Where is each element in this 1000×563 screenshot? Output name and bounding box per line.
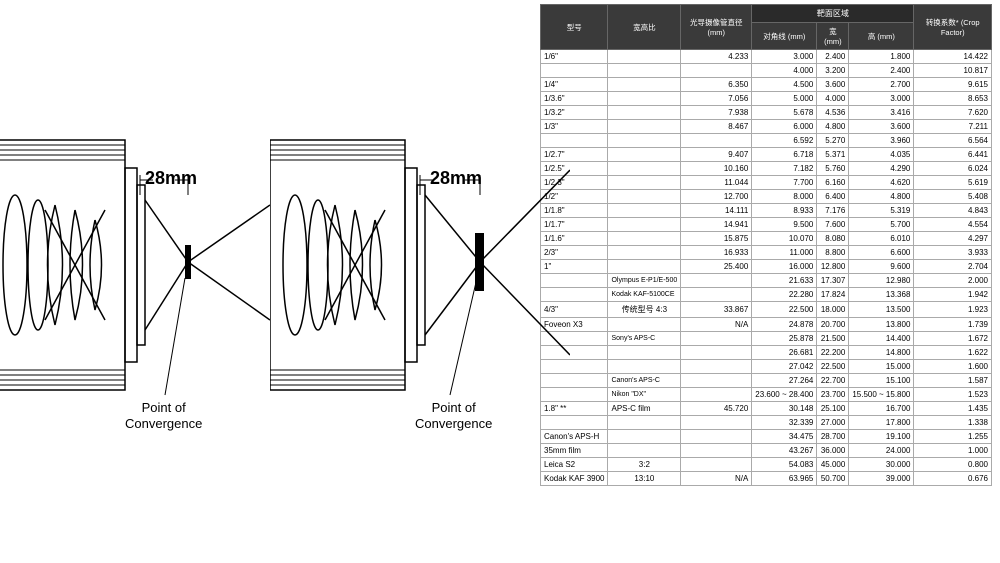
table-row: 1/1.6"15.87510.0708.0806.0104.297 <box>541 232 992 246</box>
lens-diagram-right: 28mm Point of Convergence <box>270 90 550 470</box>
table-row: Olympus E-P1/E-50021.63317.30712.9802.00… <box>541 274 992 288</box>
table-row: 1/1.7"14.9419.5007.6005.7004.554 <box>541 218 992 232</box>
table-row: Nikon "DX"23.600 ~ 28.40023.70015.500 ~ … <box>541 388 992 402</box>
col-width: 宽 (mm) <box>817 23 849 50</box>
table-row: 6.5925.2703.9606.564 <box>541 134 992 148</box>
table-row: 1/2.3"11.0447.7006.1604.6205.619 <box>541 176 992 190</box>
sensor-format-table-area: 型号 宽高比 光导摄像管直径 (mm) 靶面区域 转换系数* (Crop Fac… <box>540 0 1000 563</box>
table-row: 32.33927.00017.8001.338 <box>541 416 992 430</box>
table-row: Canon's APS-H34.47528.70019.1001.255 <box>541 430 992 444</box>
col-type: 型号 <box>541 5 608 50</box>
table-row: Sony's APS-C25.87821.50014.4001.672 <box>541 332 992 346</box>
col-crop: 转换系数* (Crop Factor) <box>914 5 992 50</box>
table-row: 35mm film43.26736.00024.0001.000 <box>541 444 992 458</box>
col-tube: 光导摄像管直径 (mm) <box>681 5 752 50</box>
table-row: Kodak KAF 390013:10N/A63.96550.70039.000… <box>541 472 992 486</box>
label-28mm-left: 28mm <box>145 168 197 189</box>
table-row: Foveon X3N/A24.87820.70013.8001.739 <box>541 318 992 332</box>
table-row: Leica S23:254.08345.00030.0000.800 <box>541 458 992 472</box>
lens-diagram-area: 28mm Point of Convergence <box>0 0 540 563</box>
col-diag: 对角线 (mm) <box>752 23 817 50</box>
col-target-area: 靶面区域 <box>752 5 914 23</box>
sensor-format-table: 型号 宽高比 光导摄像管直径 (mm) 靶面区域 转换系数* (Crop Fac… <box>540 4 992 486</box>
table-row: 1/2"12.7008.0006.4004.8005.408 <box>541 190 992 204</box>
label-convergence-left: Point of Convergence <box>125 400 202 431</box>
table-row: Kodak KAF-5100CE22.28017.82413.3681.942 <box>541 288 992 302</box>
table-row: 4.0003.2002.40010.817 <box>541 64 992 78</box>
sensor-large <box>475 233 484 291</box>
table-row: 1.8" **APS-C film45.72030.14825.10016.70… <box>541 402 992 416</box>
table-row: 1/3.2"7.9385.6784.5363.4167.620 <box>541 106 992 120</box>
table-row: 1/2.7"9.4076.7185.3714.0356.441 <box>541 148 992 162</box>
table-row: 1/2.5"10.1607.1825.7604.2906.024 <box>541 162 992 176</box>
label-convergence-right: Point of Convergence <box>415 400 492 431</box>
table-row: 1/6"4.2333.0002.4001.80014.422 <box>541 50 992 64</box>
col-height: 高 (mm) <box>849 23 914 50</box>
table-row: 1"25.40016.00012.8009.6002.704 <box>541 260 992 274</box>
label-28mm-right: 28mm <box>430 168 482 189</box>
table-row: 1/3.6"7.0565.0004.0003.0008.653 <box>541 92 992 106</box>
table-row: 26.68122.20014.8001.622 <box>541 346 992 360</box>
table-row: 1/1.8"14.1118.9337.1765.3194.843 <box>541 204 992 218</box>
table-row: 1/3"8.4676.0004.8003.6007.211 <box>541 120 992 134</box>
table-row: 2/3"16.93311.0008.8006.6003.933 <box>541 246 992 260</box>
lens-diagram-left: 28mm Point of Convergence <box>0 90 270 470</box>
table-row: 27.04222.50015.0001.600 <box>541 360 992 374</box>
table-row: 1/4"6.3504.5003.6002.7009.615 <box>541 78 992 92</box>
sensor-small <box>185 245 191 279</box>
table-row: Canon's APS-C27.26422.70015.1001.587 <box>541 374 992 388</box>
table-row: 4/3"传统型号 4:333.86722.50018.00013.5001.92… <box>541 302 992 318</box>
col-aspect: 宽高比 <box>608 5 681 50</box>
